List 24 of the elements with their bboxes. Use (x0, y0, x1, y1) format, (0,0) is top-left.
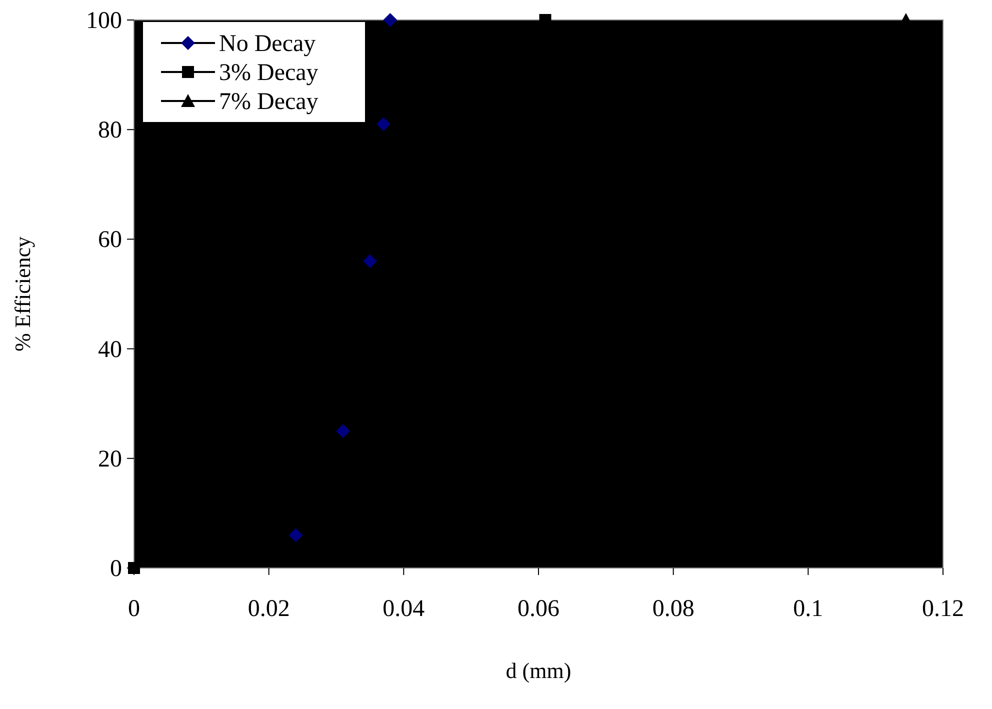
y-tick-label: 0 (110, 556, 122, 582)
x-axis-title: d (mm) (506, 658, 572, 683)
y-axis-title: % Efficiency (10, 236, 35, 352)
x-tick-label: 0 (128, 596, 140, 622)
x-tick-label: 0.02 (248, 596, 290, 622)
point (383, 13, 398, 27)
y-tick-label: 100 (86, 8, 122, 34)
point (288, 528, 303, 542)
x-tick-label: 0.06 (518, 596, 560, 622)
point (362, 254, 377, 268)
point (128, 562, 140, 574)
x-tick-label: 0.12 (922, 596, 964, 622)
legend-label: 7% Decay (219, 89, 318, 115)
legend-label: No Decay (219, 31, 316, 57)
legend-label: 3% Decay (219, 60, 318, 86)
x-tick-label: 0.1 (793, 596, 824, 622)
y-tick-label: 60 (98, 227, 122, 254)
point (336, 424, 350, 438)
point (376, 117, 390, 132)
y-tick-label: 40 (98, 336, 122, 363)
x-tick-label: 0.04 (382, 596, 425, 622)
x-tick-label: 0.08 (652, 596, 694, 622)
y-tick-label: 20 (98, 446, 122, 472)
y-tick-label: 80 (98, 118, 122, 144)
